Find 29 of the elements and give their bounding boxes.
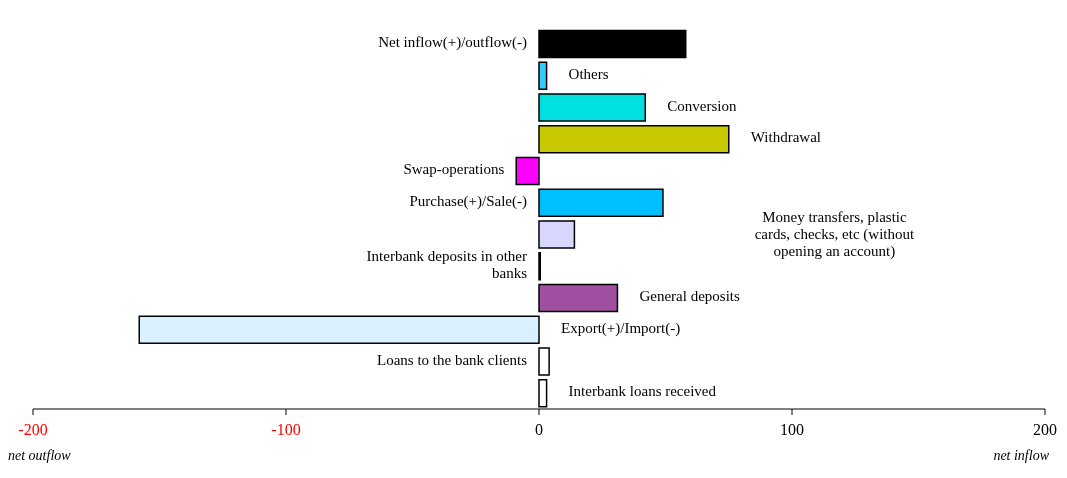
y-tick-label: Export(+)/Import(-) (561, 320, 681, 338)
y-tick-label: Others (568, 66, 609, 83)
text: net outflow (8, 448, 71, 464)
bar (138, 315, 540, 345)
x-tick-label: 100 (780, 421, 804, 438)
bar (538, 125, 730, 154)
x-tick-label: 0 (535, 421, 543, 438)
y-tick-label: Swap-operations (403, 161, 505, 178)
bar (538, 61, 548, 91)
bar (538, 29, 687, 59)
y-tick-label: General deposits (639, 288, 740, 305)
y-tick-label: Money transfers, plastic cards, checks, etc (without opening an account) (754, 208, 916, 260)
y-tick-label: Conversion (667, 97, 737, 114)
bar (538, 220, 576, 249)
x-tick-label: -100 (271, 421, 301, 438)
x-tick-label: -200 (18, 421, 48, 438)
bar (538, 347, 550, 376)
bar (538, 93, 647, 122)
text: net inflow (993, 448, 1049, 464)
y-tick-label: Interbank deposits in other banks (366, 248, 528, 282)
y-tick-label: Interbank loans received (568, 383, 717, 400)
bar (538, 283, 619, 313)
y-tick-label: Withdrawal (750, 129, 821, 146)
bar (538, 188, 664, 218)
x-tick-label: 200 (1033, 421, 1057, 438)
y-tick-label: Loans to the bank clients (377, 351, 528, 368)
bar (515, 156, 540, 186)
y-tick-label: Purchase(+)/Sale(-) (409, 193, 527, 211)
y-tick-label: Net inflow(+)/outflow(-) (378, 34, 527, 52)
